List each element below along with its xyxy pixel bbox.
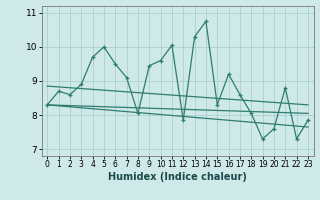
X-axis label: Humidex (Indice chaleur): Humidex (Indice chaleur) (108, 172, 247, 182)
